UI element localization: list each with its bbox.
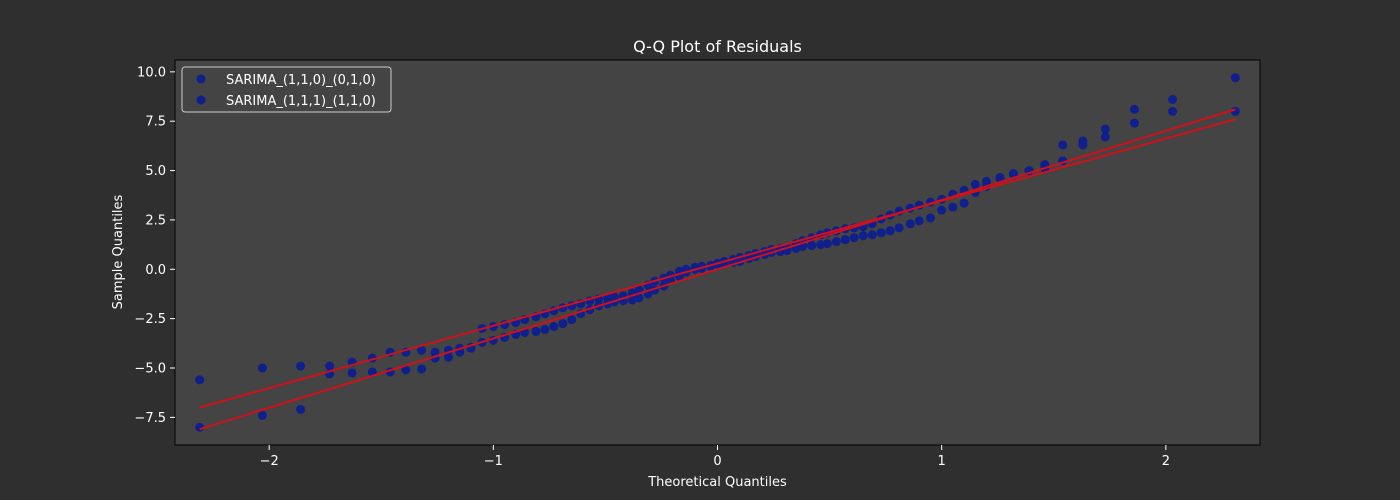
data-point	[959, 198, 969, 208]
fit-line-1	[199, 118, 1236, 409]
legend: SARIMA_(1,1,0)_(0,1,0) SARIMA_(1,1,1)_(1…	[181, 66, 392, 113]
data-point	[257, 410, 267, 420]
legend-marker-1	[196, 74, 206, 84]
data-point	[905, 219, 915, 229]
x-tick-label: 2	[1162, 454, 1170, 469]
data-point	[417, 345, 427, 355]
data-point	[1129, 104, 1139, 114]
data-point	[876, 228, 886, 238]
data-point	[1100, 124, 1110, 134]
data-point	[347, 368, 357, 378]
y-tick-label: 10.0	[137, 65, 166, 80]
data-point	[417, 364, 427, 374]
data-point	[816, 240, 826, 250]
data-point	[325, 361, 335, 371]
data-point	[634, 293, 644, 303]
legend-marker-2	[196, 95, 206, 105]
data-point	[257, 363, 267, 373]
y-axis-label: Sample Quantiles	[111, 194, 126, 309]
series-2	[195, 106, 1240, 432]
data-point	[296, 361, 306, 371]
x-tick-label: 0	[713, 454, 721, 469]
data-point	[443, 352, 453, 362]
data-point	[849, 233, 859, 243]
data-point	[1168, 94, 1178, 104]
x-axis: −2 −1 0 1 2	[260, 445, 1170, 469]
data-point	[894, 223, 904, 233]
data-point	[1078, 140, 1088, 150]
data-point	[937, 205, 947, 215]
y-tick-label: 2.5	[145, 213, 166, 228]
data-point	[867, 230, 877, 240]
data-point	[1058, 140, 1068, 150]
y-tick-label: −7.5	[134, 411, 166, 426]
fit-line-2	[199, 108, 1236, 431]
data-point	[549, 322, 559, 332]
x-axis-label: Theoretical Quantiles	[647, 475, 787, 490]
data-point	[296, 404, 306, 414]
legend-label-2: SARIMA_(1,1,1)_(1,1,0)	[226, 94, 376, 109]
data-point	[885, 226, 895, 236]
y-tick-label: −5.0	[134, 362, 166, 377]
data-point	[1100, 132, 1110, 142]
data-point	[807, 241, 817, 251]
data-point	[1129, 118, 1139, 128]
data-point	[567, 315, 577, 325]
data-point	[970, 179, 980, 189]
legend-label-1: SARIMA_(1,1,0)_(0,1,0)	[226, 73, 376, 88]
data-point	[540, 325, 550, 334]
data-point	[1230, 73, 1240, 83]
y-tick-label: 7.5	[145, 115, 166, 130]
data-point	[401, 365, 411, 375]
y-axis: −7.5 −5.0 −2.5 0.0 2.5 5.0 7.5 10.0	[134, 65, 175, 426]
y-tick-label: 0.0	[145, 263, 166, 278]
data-point	[831, 237, 841, 247]
data-point	[558, 319, 568, 329]
x-tick-label: −1	[484, 454, 503, 469]
y-tick-label: 5.0	[145, 164, 166, 179]
x-tick-label: 1	[938, 454, 946, 469]
data-point	[195, 375, 205, 385]
data-point	[1168, 106, 1178, 116]
data-point	[858, 231, 868, 241]
y-tick-label: −2.5	[134, 312, 166, 327]
legend-box	[181, 66, 392, 113]
fit-line-layer	[199, 108, 1236, 431]
data-point	[840, 235, 850, 245]
data-point	[948, 202, 958, 212]
x-tick-label: −2	[260, 454, 279, 469]
chart-title: Q-Q Plot of Residuals	[633, 37, 802, 56]
data-point	[822, 239, 832, 249]
data-point	[531, 326, 541, 336]
data-point	[914, 216, 924, 226]
data-point	[925, 213, 935, 223]
